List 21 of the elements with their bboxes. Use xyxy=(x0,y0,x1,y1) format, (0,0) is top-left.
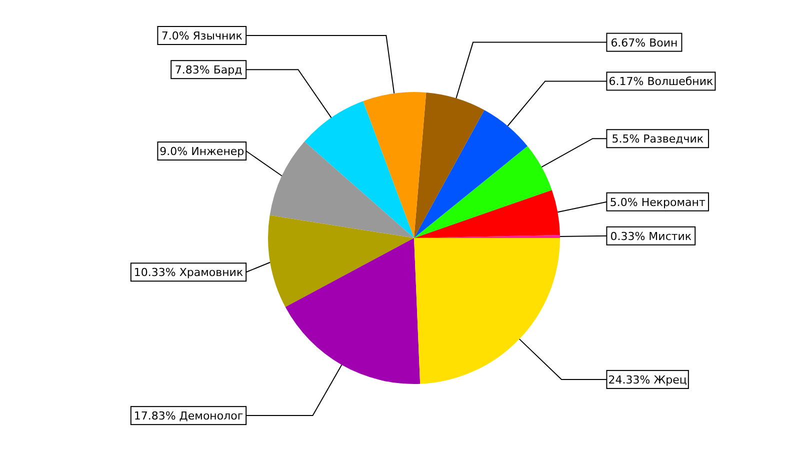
slice-label: 10.33% Храмовник xyxy=(134,266,244,280)
slice-label: 5.5% Разведчик xyxy=(612,132,704,146)
pie-slice xyxy=(414,190,560,238)
pie-slice xyxy=(414,92,484,238)
pie-slice xyxy=(363,92,426,238)
pie-slice xyxy=(414,146,552,238)
slice-label: 17.83% Демонолог xyxy=(134,410,244,423)
slice-label: 5.0% Некромант xyxy=(610,196,706,209)
slice-label: 7.83% Бард xyxy=(174,64,243,77)
pie-slice xyxy=(268,215,414,308)
slice-label: 7.0% Язычник xyxy=(161,30,243,42)
pie-slice xyxy=(414,110,528,238)
slice-label: 9.0% Инженер xyxy=(160,145,244,158)
slice-label: 6.17% Волшебник xyxy=(608,75,714,88)
slice-label: 0.33% Мистик xyxy=(610,230,692,243)
slice-label: 6.67% Воин xyxy=(610,36,678,50)
slice-label: 24.33% Жрец xyxy=(608,373,687,386)
pie-slice xyxy=(285,238,420,384)
pie-slice xyxy=(270,141,414,238)
pie-slice xyxy=(304,101,414,238)
pie-slice xyxy=(414,238,560,384)
